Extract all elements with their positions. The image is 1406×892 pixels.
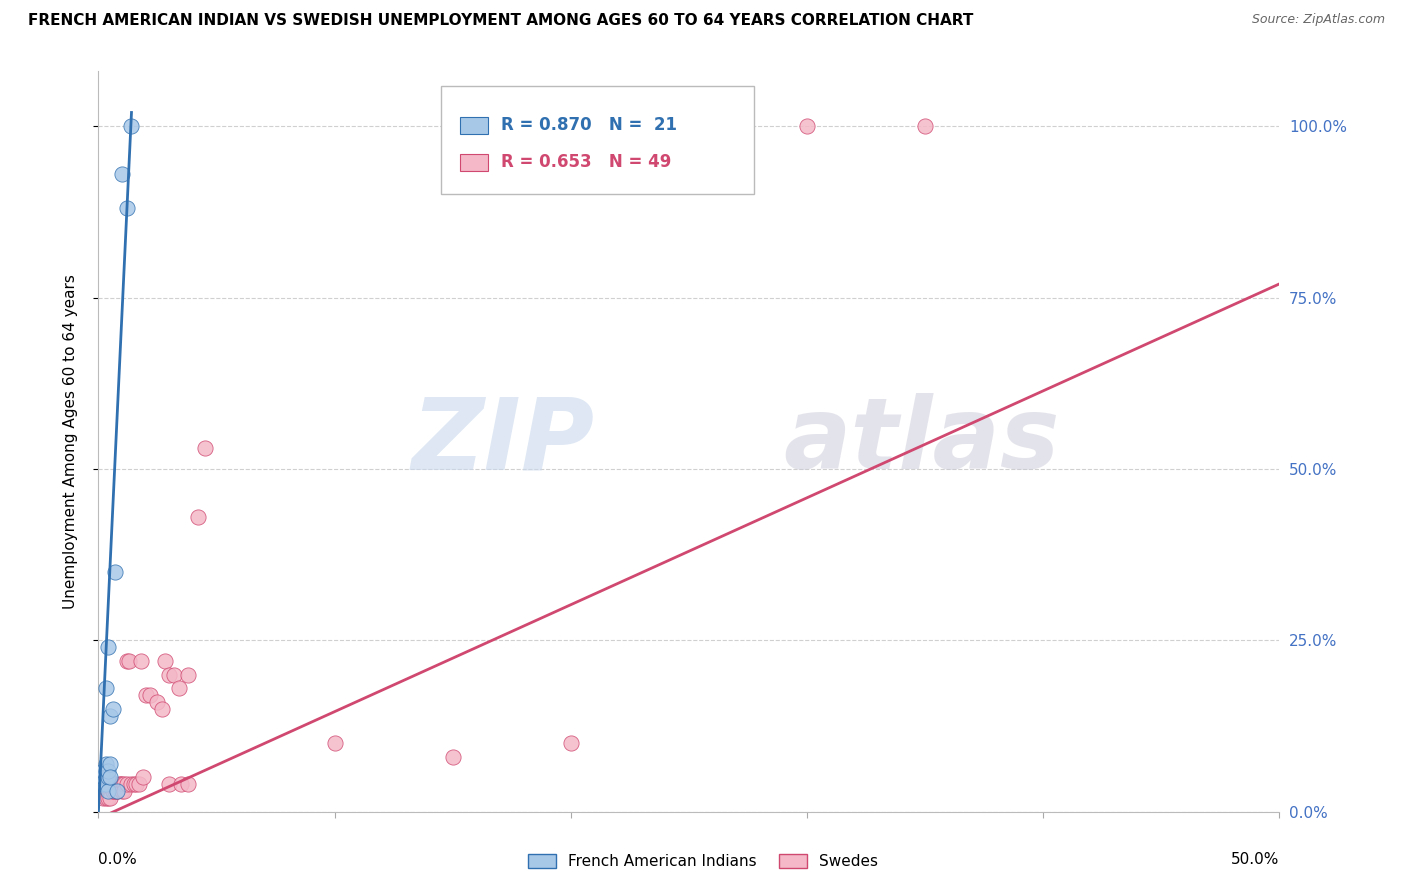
Point <box>129 654 152 668</box>
Point <box>121 777 143 791</box>
Point <box>914 119 936 133</box>
Point <box>132 771 155 785</box>
Point <box>98 771 121 785</box>
Point <box>94 791 117 805</box>
Point <box>105 784 128 798</box>
Text: 0.0%: 0.0% <box>98 853 138 867</box>
Point <box>112 784 135 798</box>
Point <box>97 791 120 805</box>
Point <box>98 784 121 798</box>
Point <box>97 784 120 798</box>
Point <box>111 167 134 181</box>
Point <box>177 667 200 681</box>
Point <box>91 764 114 778</box>
Point <box>170 777 193 791</box>
Point <box>104 777 127 791</box>
FancyBboxPatch shape <box>460 117 488 135</box>
Point <box>112 777 135 791</box>
Point <box>111 777 134 791</box>
Text: FRENCH AMERICAN INDIAN VS SWEDISH UNEMPLOYMENT AMONG AGES 60 TO 64 YEARS CORRELA: FRENCH AMERICAN INDIAN VS SWEDISH UNEMPL… <box>28 13 973 29</box>
Point <box>94 777 117 791</box>
Point <box>98 756 121 771</box>
Point <box>153 654 176 668</box>
Point <box>167 681 190 696</box>
Point <box>135 688 157 702</box>
Point <box>796 119 818 133</box>
Point <box>194 442 217 456</box>
Point <box>105 784 128 798</box>
Point <box>125 777 148 791</box>
Point <box>118 654 141 668</box>
Point <box>139 688 162 702</box>
Point <box>146 695 169 709</box>
Point <box>91 771 114 785</box>
Point <box>94 756 117 771</box>
FancyBboxPatch shape <box>460 153 488 171</box>
Point <box>101 784 124 798</box>
Legend: French American Indians, Swedes: French American Indians, Swedes <box>522 848 884 875</box>
Point <box>94 784 117 798</box>
Point <box>98 708 121 723</box>
Point <box>97 771 120 785</box>
Text: R = 0.870   N =  21: R = 0.870 N = 21 <box>501 117 678 135</box>
Point <box>128 777 150 791</box>
Point <box>91 777 114 791</box>
Point <box>323 736 346 750</box>
Point <box>163 667 186 681</box>
Point <box>98 791 121 805</box>
Point <box>150 702 173 716</box>
Point <box>98 777 121 791</box>
Point <box>104 784 127 798</box>
Text: atlas: atlas <box>783 393 1060 490</box>
Y-axis label: Unemployment Among Ages 60 to 64 years: Unemployment Among Ages 60 to 64 years <box>63 274 77 609</box>
Point <box>111 784 134 798</box>
Point <box>441 750 464 764</box>
Point <box>94 764 117 778</box>
Text: 50.0%: 50.0% <box>1232 853 1279 867</box>
Point <box>104 565 127 579</box>
Point <box>187 510 209 524</box>
Point <box>101 784 124 798</box>
Point <box>91 791 114 805</box>
Point <box>97 784 120 798</box>
Point <box>94 771 117 785</box>
Point <box>94 681 117 696</box>
Point <box>115 202 138 216</box>
Text: ZIP: ZIP <box>412 393 595 490</box>
Point <box>560 736 582 750</box>
Point <box>105 784 128 798</box>
Point <box>108 777 131 791</box>
Point <box>101 702 124 716</box>
Point <box>115 654 138 668</box>
Point <box>157 777 180 791</box>
Text: R = 0.653   N = 49: R = 0.653 N = 49 <box>501 153 672 171</box>
Point <box>122 777 145 791</box>
Point <box>94 784 117 798</box>
Point <box>97 764 120 778</box>
Point <box>177 777 200 791</box>
Point <box>97 640 120 655</box>
FancyBboxPatch shape <box>441 87 754 194</box>
Point <box>157 667 180 681</box>
Point <box>108 777 131 791</box>
Text: Source: ZipAtlas.com: Source: ZipAtlas.com <box>1251 13 1385 27</box>
Point <box>115 777 138 791</box>
Point <box>121 119 143 133</box>
